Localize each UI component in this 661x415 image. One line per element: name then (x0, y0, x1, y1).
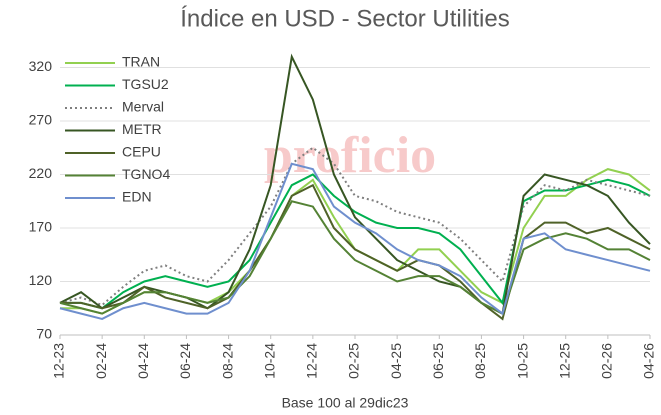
series-line (60, 183, 651, 321)
series-line (60, 173, 651, 310)
x-tick-label: 02-24 (93, 343, 109, 379)
series-line (59, 200, 651, 316)
x-tick-label: 12-24 (304, 343, 320, 379)
legend-label: TGSU2 (122, 76, 169, 92)
x-tick-label: 12-23 (51, 343, 67, 379)
series-line (59, 162, 651, 321)
y-tick-label: 270 (29, 112, 53, 128)
x-tick-label: 08-25 (472, 343, 488, 379)
x-tick-label: 02-25 (346, 343, 362, 379)
y-tick-label: 320 (29, 58, 53, 74)
series-line (59, 53, 651, 316)
x-tick-label: 10-25 (514, 343, 530, 379)
y-tick-label: 170 (29, 219, 53, 235)
legend-label: EDN (122, 189, 152, 205)
legend-label: METR (122, 121, 162, 137)
x-tick-label: 04-24 (135, 343, 151, 379)
x-tick-label: 02-26 (599, 343, 615, 379)
watermark: proficio (264, 127, 436, 184)
x-tick-label: 08-24 (219, 343, 235, 379)
legend-label: TGNO4 (122, 166, 170, 182)
legend-label: Merval (122, 99, 164, 115)
x-tick-label: 06-24 (177, 343, 193, 379)
y-tick-label: 70 (36, 326, 52, 342)
legend-label: TRAN (122, 54, 160, 70)
y-tick-label: 220 (29, 165, 53, 181)
x-tick-label: 04-25 (388, 343, 404, 379)
x-tick-label: 06-25 (430, 343, 446, 379)
x-tick-label: 10-24 (261, 343, 277, 379)
x-tick-label: 12-25 (556, 343, 572, 379)
x-axis-label: Base 100 al 29dic23 (282, 395, 409, 411)
y-tick-label: 120 (29, 272, 53, 288)
chart-title: Índice en USD - Sector Utilities (180, 5, 509, 32)
legend-label: CEPU (122, 144, 161, 160)
x-tick-label: 04-26 (641, 343, 657, 379)
